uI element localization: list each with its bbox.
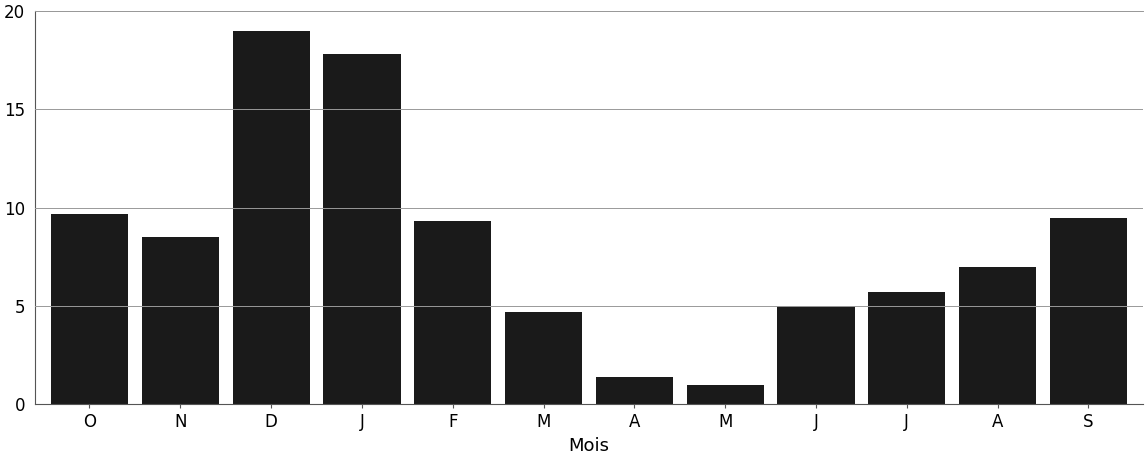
Bar: [323, 55, 400, 404]
Bar: [233, 31, 310, 404]
Bar: [50, 213, 128, 404]
Bar: [142, 237, 219, 404]
Bar: [868, 292, 945, 404]
Bar: [778, 306, 855, 404]
Bar: [959, 267, 1036, 404]
Bar: [505, 312, 583, 404]
Bar: [1050, 218, 1128, 404]
Bar: [414, 221, 491, 404]
Bar: [687, 385, 764, 404]
X-axis label: Mois: Mois: [569, 437, 609, 455]
Bar: [595, 377, 673, 404]
